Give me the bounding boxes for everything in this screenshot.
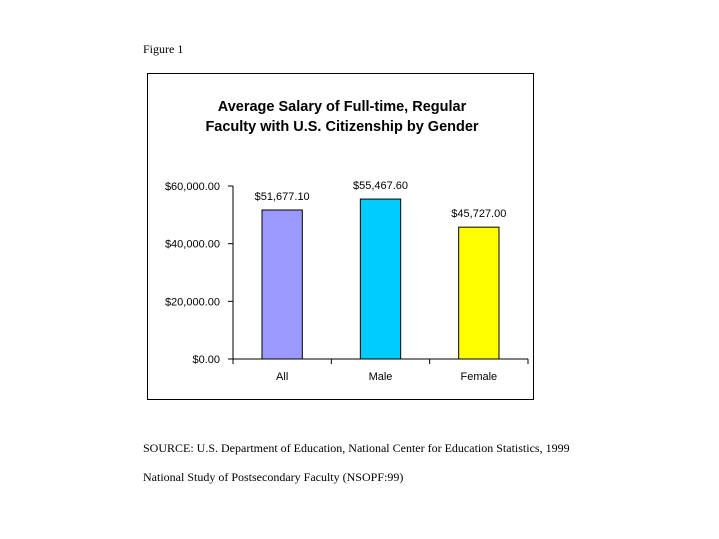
data-label: $45,727.00 (451, 208, 506, 220)
source-study: National Study of Postsecondary Faculty … (143, 470, 404, 484)
chart-title-line-2: Faculty with U.S. Citizenship by Gender (205, 119, 478, 135)
bar-chart: Average Salary of Full-time, Regular Fac… (165, 99, 529, 383)
bars-group: $51,677.10 $55,467.60 $45,727.00 (255, 180, 506, 360)
y-axis-group: $0.00 $20,000.00 $40,000.00 $60,000.00 (165, 181, 234, 366)
y-tick-label: $20,000.00 (165, 296, 220, 308)
x-axis-group: All Male Female (232, 358, 529, 383)
y-tick-label: $40,000.00 (165, 239, 220, 251)
bar-female (458, 226, 500, 360)
x-category-label: All (276, 371, 288, 383)
chart-frame: Average Salary of Full-time, Regular Fac… (147, 73, 534, 400)
chart-title-line-1: Average Salary of Full-time, Regular (218, 99, 467, 115)
data-label: $51,677.10 (255, 191, 310, 203)
y-tick-label: $60,000.00 (165, 181, 220, 193)
bar-all (261, 209, 303, 360)
x-category-label: Female (460, 371, 497, 383)
x-category-label: Male (369, 371, 393, 383)
source-citation: SOURCE: U.S. Department of Education, Na… (143, 441, 570, 455)
figure-label: Figure 1 (143, 42, 184, 56)
bar-male (359, 198, 402, 360)
y-tick-label: $0.00 (192, 354, 220, 366)
data-label: $55,467.60 (353, 180, 408, 192)
